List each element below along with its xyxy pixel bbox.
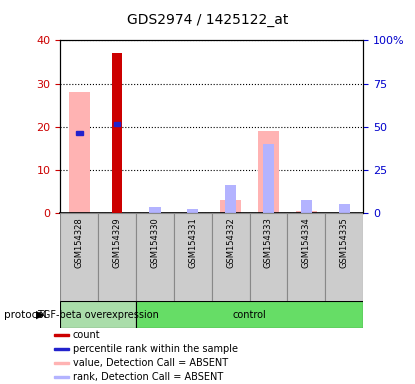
- Bar: [60, 213, 98, 301]
- Text: rank, Detection Call = ABSENT: rank, Detection Call = ABSENT: [73, 372, 223, 382]
- Bar: [60, 301, 136, 328]
- Text: value, Detection Call = ABSENT: value, Detection Call = ABSENT: [73, 358, 228, 368]
- Text: GSM154329: GSM154329: [112, 217, 122, 268]
- Text: count: count: [73, 330, 100, 340]
- Text: GSM154332: GSM154332: [226, 217, 235, 268]
- Text: percentile rank within the sample: percentile rank within the sample: [73, 344, 238, 354]
- Text: protocol: protocol: [4, 310, 47, 320]
- Bar: [225, 185, 236, 213]
- Bar: [287, 213, 325, 301]
- Bar: [296, 211, 317, 213]
- Bar: [114, 122, 120, 126]
- Bar: [112, 53, 122, 213]
- Bar: [54, 362, 69, 364]
- Bar: [136, 213, 174, 301]
- Bar: [187, 209, 198, 213]
- Bar: [54, 334, 69, 336]
- Bar: [258, 131, 279, 213]
- Text: GSM154328: GSM154328: [75, 217, 83, 268]
- Bar: [76, 131, 83, 135]
- Bar: [174, 213, 212, 301]
- Bar: [339, 205, 350, 213]
- Text: GSM154330: GSM154330: [150, 217, 159, 268]
- Bar: [149, 207, 161, 213]
- Bar: [249, 213, 287, 301]
- Bar: [54, 348, 69, 351]
- Text: GSM154334: GSM154334: [302, 217, 311, 268]
- Text: GSM154331: GSM154331: [188, 217, 197, 268]
- Bar: [136, 301, 363, 328]
- Bar: [300, 200, 312, 213]
- Text: control: control: [233, 310, 266, 320]
- Bar: [212, 213, 249, 301]
- Bar: [69, 92, 90, 213]
- Bar: [220, 200, 241, 213]
- Bar: [263, 144, 274, 213]
- Text: GDS2974 / 1425122_at: GDS2974 / 1425122_at: [127, 13, 288, 27]
- Text: GSM154333: GSM154333: [264, 217, 273, 268]
- Text: ▶: ▶: [37, 310, 45, 320]
- Bar: [54, 376, 69, 378]
- Text: GSM154335: GSM154335: [340, 217, 349, 268]
- Text: TGF-beta overexpression: TGF-beta overexpression: [37, 310, 159, 320]
- Bar: [325, 213, 363, 301]
- Bar: [98, 213, 136, 301]
